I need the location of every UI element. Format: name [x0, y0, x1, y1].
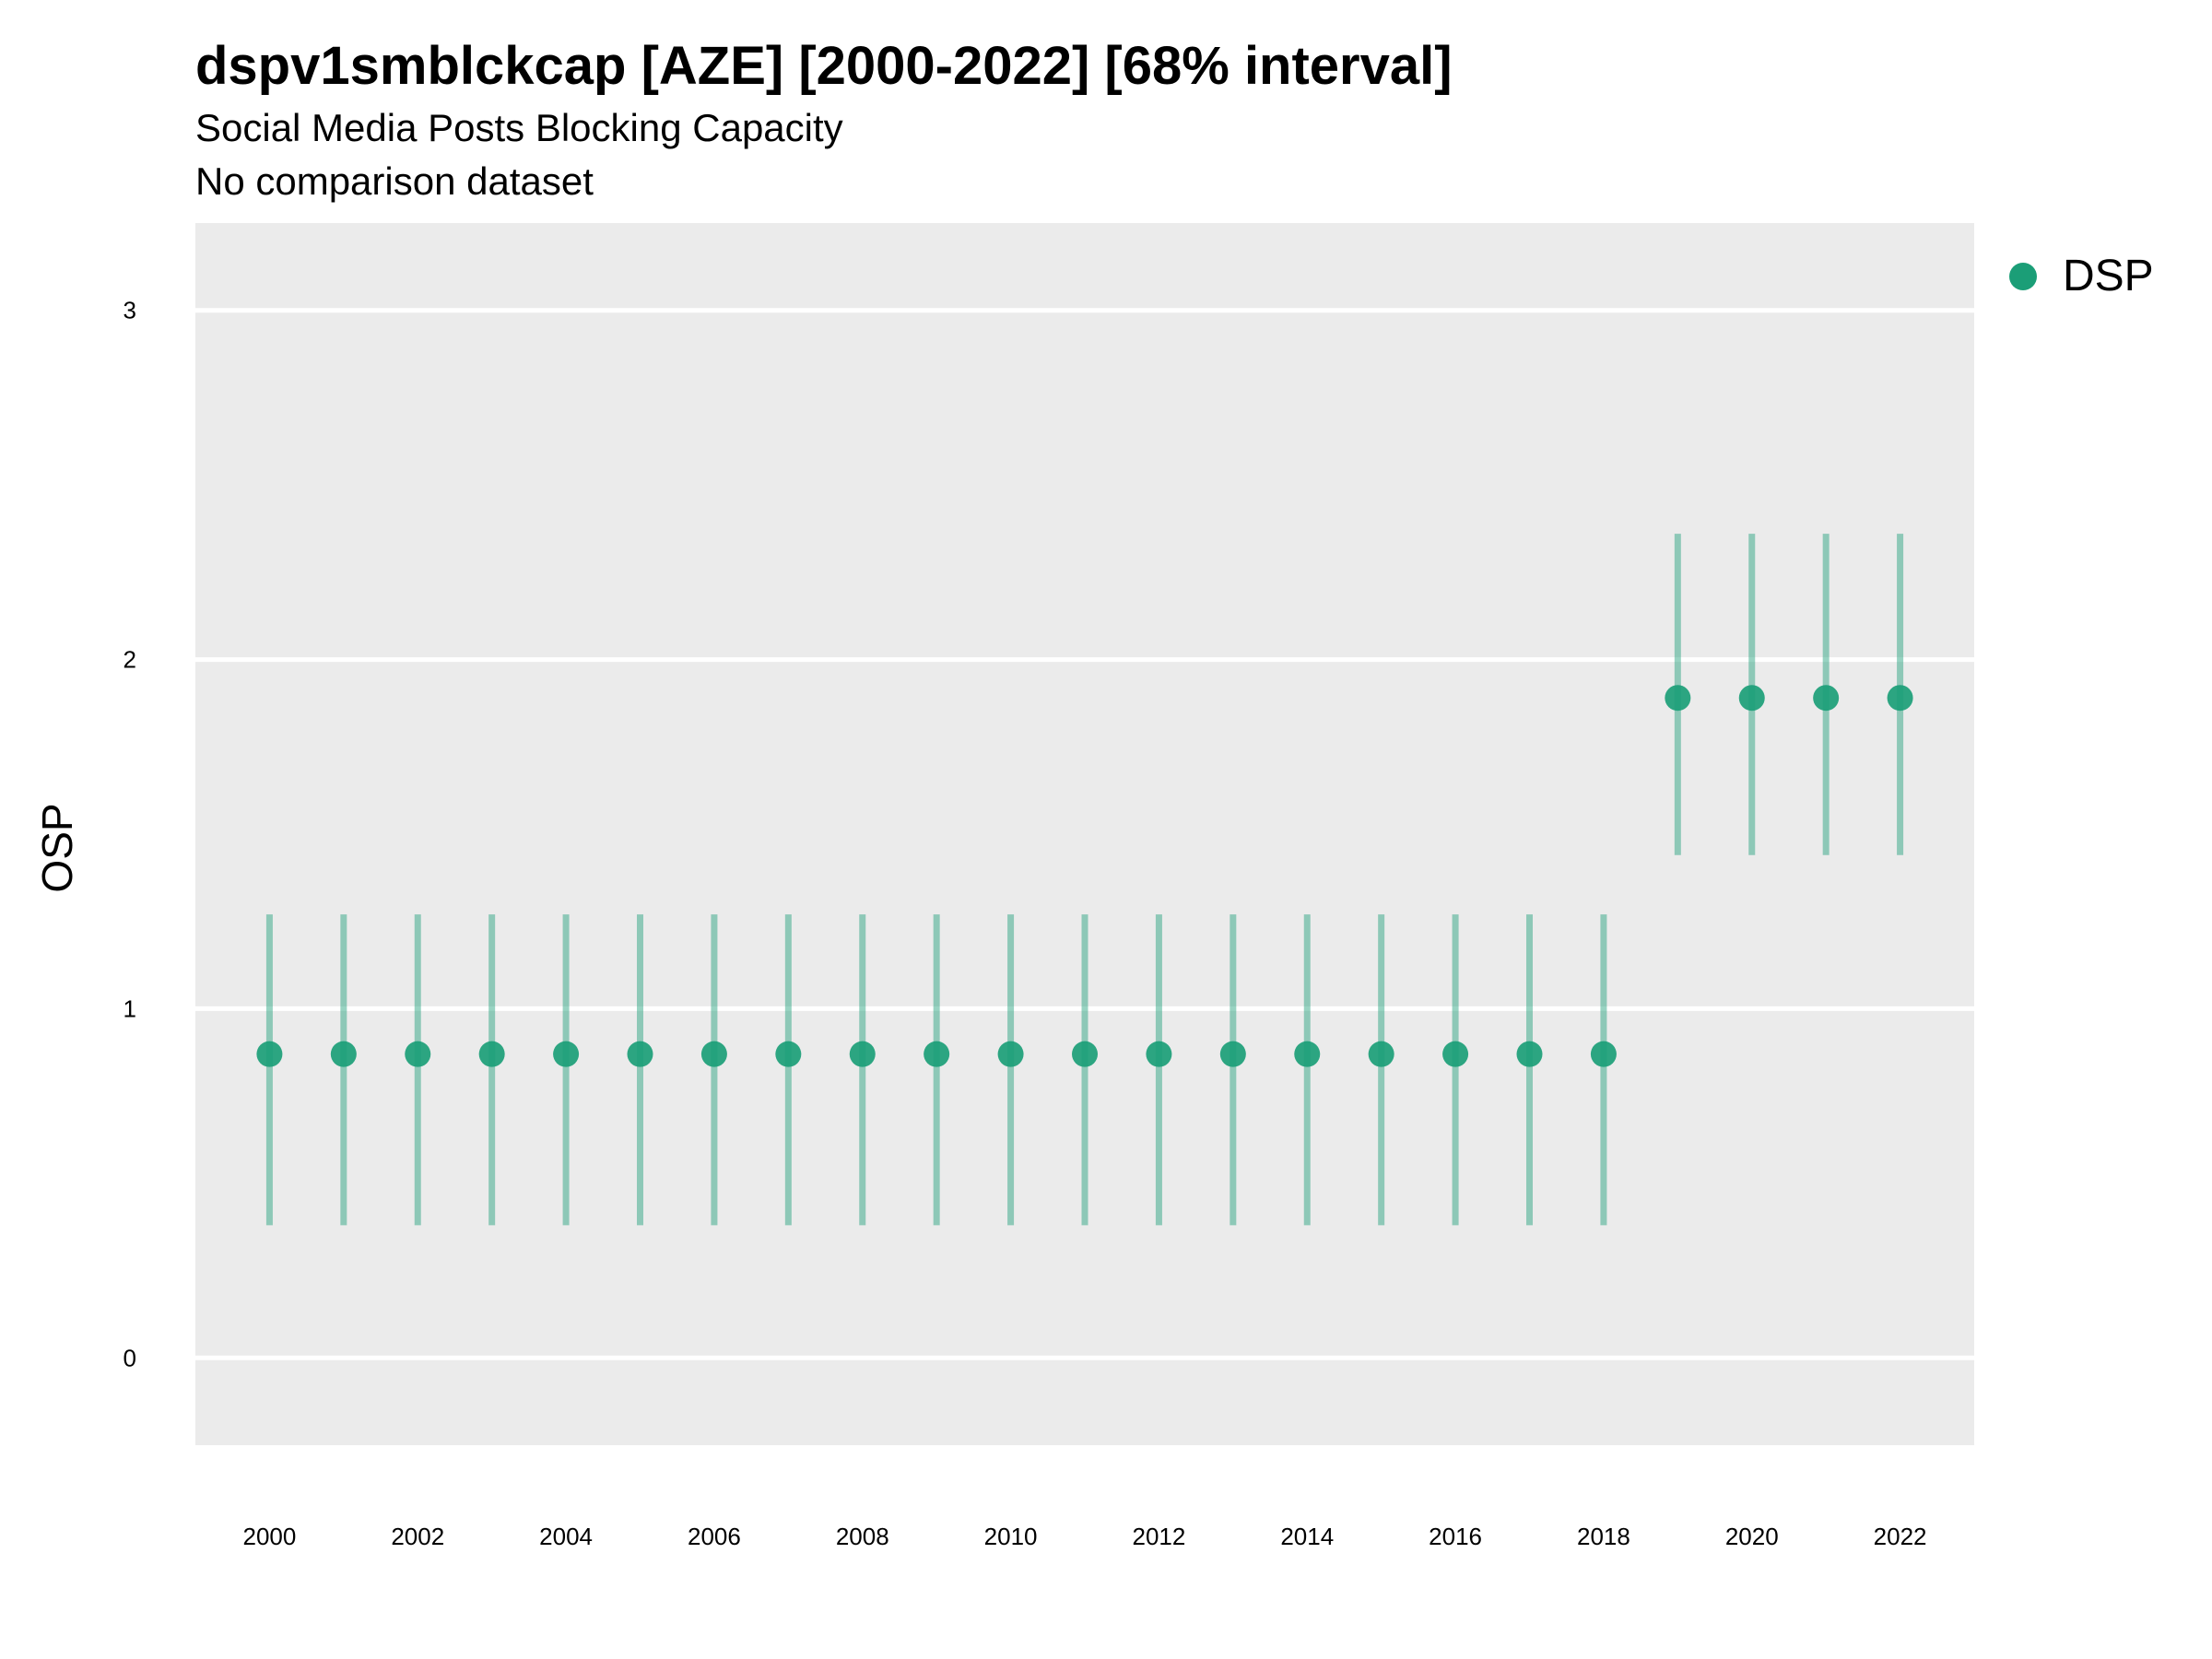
y-tick-label: 3: [124, 297, 136, 324]
y-tick-label: 0: [124, 1344, 136, 1371]
data-point: [405, 1041, 431, 1067]
y-tick-label: 2: [124, 646, 136, 674]
x-tick-label: 2018: [1577, 1523, 1630, 1550]
data-points: [256, 685, 1913, 1067]
data-point: [1442, 1041, 1469, 1067]
y-tick-label: 1: [124, 994, 136, 1022]
x-tick-label: 2014: [1280, 1523, 1334, 1550]
x-axis-ticks: 2000 2002 2004 2006 2008 2010 2012 2014 2016 2018…: [242, 1523, 1926, 1550]
data-point: [1219, 1041, 1246, 1067]
plot-panel: [195, 223, 1974, 1445]
x-tick-label: 2012: [1132, 1523, 1185, 1550]
data-point: [553, 1041, 580, 1067]
x-tick-label: 2004: [539, 1523, 593, 1550]
data-point: [924, 1041, 950, 1067]
legend: DSP: [2009, 251, 2154, 301]
x-tick-label: 2006: [688, 1523, 741, 1550]
data-point: [1516, 1041, 1543, 1067]
data-point: [849, 1041, 876, 1067]
data-point: [1590, 1041, 1617, 1067]
data-point: [1813, 685, 1840, 712]
data-point: [1146, 1041, 1172, 1067]
x-tick-label: 2008: [836, 1523, 889, 1550]
chart-title: dspv1smblckcap [AZE] [2000-2022] [68% in…: [195, 36, 1453, 96]
error-bars: [265, 534, 1904, 1226]
x-tick-label: 2002: [391, 1523, 444, 1550]
legend-label: DSP: [2063, 252, 2154, 300]
chart-subtitle: Social Media Posts Blocking Capacity: [195, 106, 843, 149]
data-point: [775, 1041, 802, 1067]
legend-swatch: [2009, 262, 2037, 290]
data-point: [256, 1041, 283, 1067]
data-point: [478, 1041, 505, 1067]
data-point: [700, 1041, 727, 1067]
data-point: [1887, 685, 1913, 712]
x-tick-label: 2020: [1725, 1523, 1779, 1550]
x-tick-label: 2010: [984, 1523, 1038, 1550]
data-point: [330, 1041, 357, 1067]
data-point: [1072, 1041, 1098, 1067]
data-point: [1665, 685, 1691, 712]
x-tick-label: 2022: [1874, 1523, 1927, 1550]
x-tick-label: 2000: [242, 1523, 296, 1550]
gridlines: [195, 308, 1974, 1360]
data-point: [1368, 1041, 1394, 1067]
y-axis-label: OSP: [33, 803, 81, 892]
data-point: [1294, 1041, 1321, 1067]
data-point: [1738, 685, 1765, 712]
data-point: [997, 1041, 1024, 1067]
chart-caption: No comparison dataset: [195, 159, 594, 203]
data-point: [627, 1041, 653, 1067]
x-tick-label: 2016: [1429, 1523, 1482, 1550]
y-axis-ticks: 0 1 2 3: [124, 297, 136, 1372]
